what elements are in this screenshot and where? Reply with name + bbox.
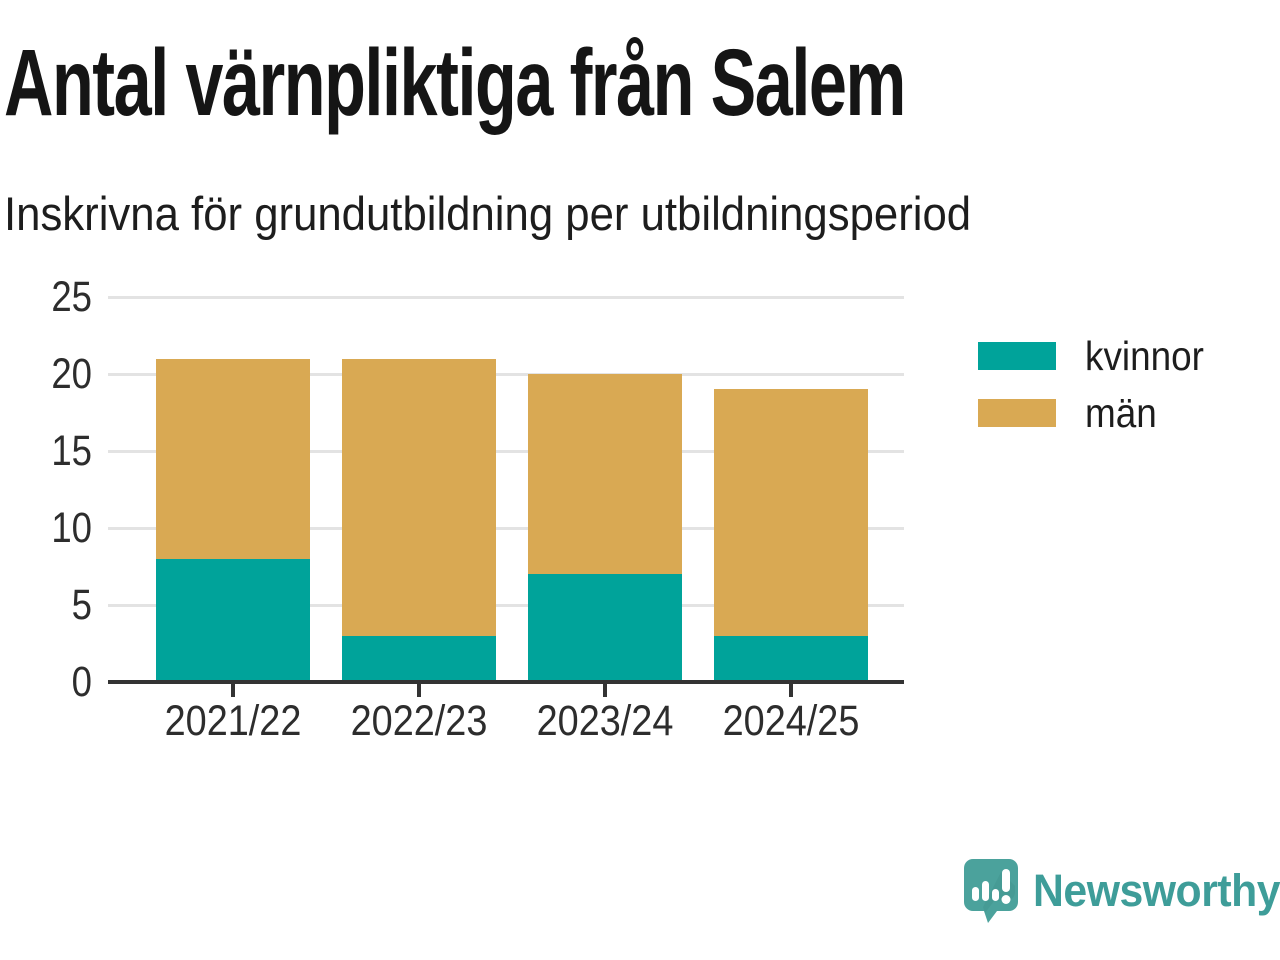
gridline-y-5 [108, 603, 904, 607]
x-tick-label-2021/22: 2021/22 [164, 697, 302, 745]
brand-footer: Newsworthy [961, 858, 1280, 924]
legend-item-män: män [978, 390, 1217, 436]
bar-segment-män-2023/24 [528, 374, 682, 575]
bar-segment-kvinnor-2021/22 [156, 558, 310, 682]
legend-swatch-män [978, 399, 1056, 427]
x-tick-label-2023/24: 2023/24 [536, 697, 674, 745]
legend: kvinnor män [978, 333, 1217, 454]
y-tick-label-20: 20 [51, 350, 92, 398]
x-tick-2021/22 [231, 684, 235, 697]
legend-label-kvinnor: kvinnor [1085, 332, 1204, 379]
bar-segment-kvinnor-2022/23 [342, 635, 496, 682]
y-tick-label-10: 10 [51, 504, 92, 552]
gridline-y-20 [108, 372, 904, 376]
x-axis-labels: 2021/22 2022/23 2023/24 2024/25 [110, 697, 904, 747]
chart-subtitle: Inskrivna för grundutbildning per utbild… [4, 187, 972, 240]
legend-swatch-kvinnor [978, 342, 1056, 370]
gridline-y-10 [108, 526, 904, 530]
page-title: Antal värnpliktiga från Salem [4, 30, 906, 136]
y-tick-label-0: 0 [71, 658, 92, 706]
y-tick-label-5: 5 [71, 581, 92, 629]
bar-segment-män-2021/22 [156, 358, 310, 559]
x-tick-label-2022/23: 2022/23 [350, 697, 488, 745]
bar-segment-män-2024/25 [714, 389, 868, 636]
x-tick-2022/23 [417, 684, 421, 697]
newsworthy-logo-icon [964, 859, 1018, 923]
brand-wordmark: Newsworthy [1033, 865, 1280, 916]
y-tick-label-15: 15 [51, 427, 92, 475]
x-tick-2023/24 [603, 684, 607, 697]
bar-segment-kvinnor-2023/24 [528, 574, 682, 682]
x-tick-2024/25 [789, 684, 793, 697]
gridline-y-25 [108, 295, 904, 299]
plot-area [108, 295, 904, 697]
legend-item-kvinnor: kvinnor [978, 333, 1217, 379]
x-tick-label-2024/25: 2024/25 [722, 697, 860, 745]
legend-label-män: män [1085, 389, 1157, 436]
x-axis-line [108, 680, 904, 684]
gridline-y-15 [108, 449, 904, 453]
y-axis-labels: 0 5 10 15 20 25 [0, 273, 92, 706]
y-tick-label-25: 25 [51, 273, 92, 321]
bar-segment-män-2022/23 [342, 358, 496, 636]
bar-segment-kvinnor-2024/25 [714, 635, 868, 682]
